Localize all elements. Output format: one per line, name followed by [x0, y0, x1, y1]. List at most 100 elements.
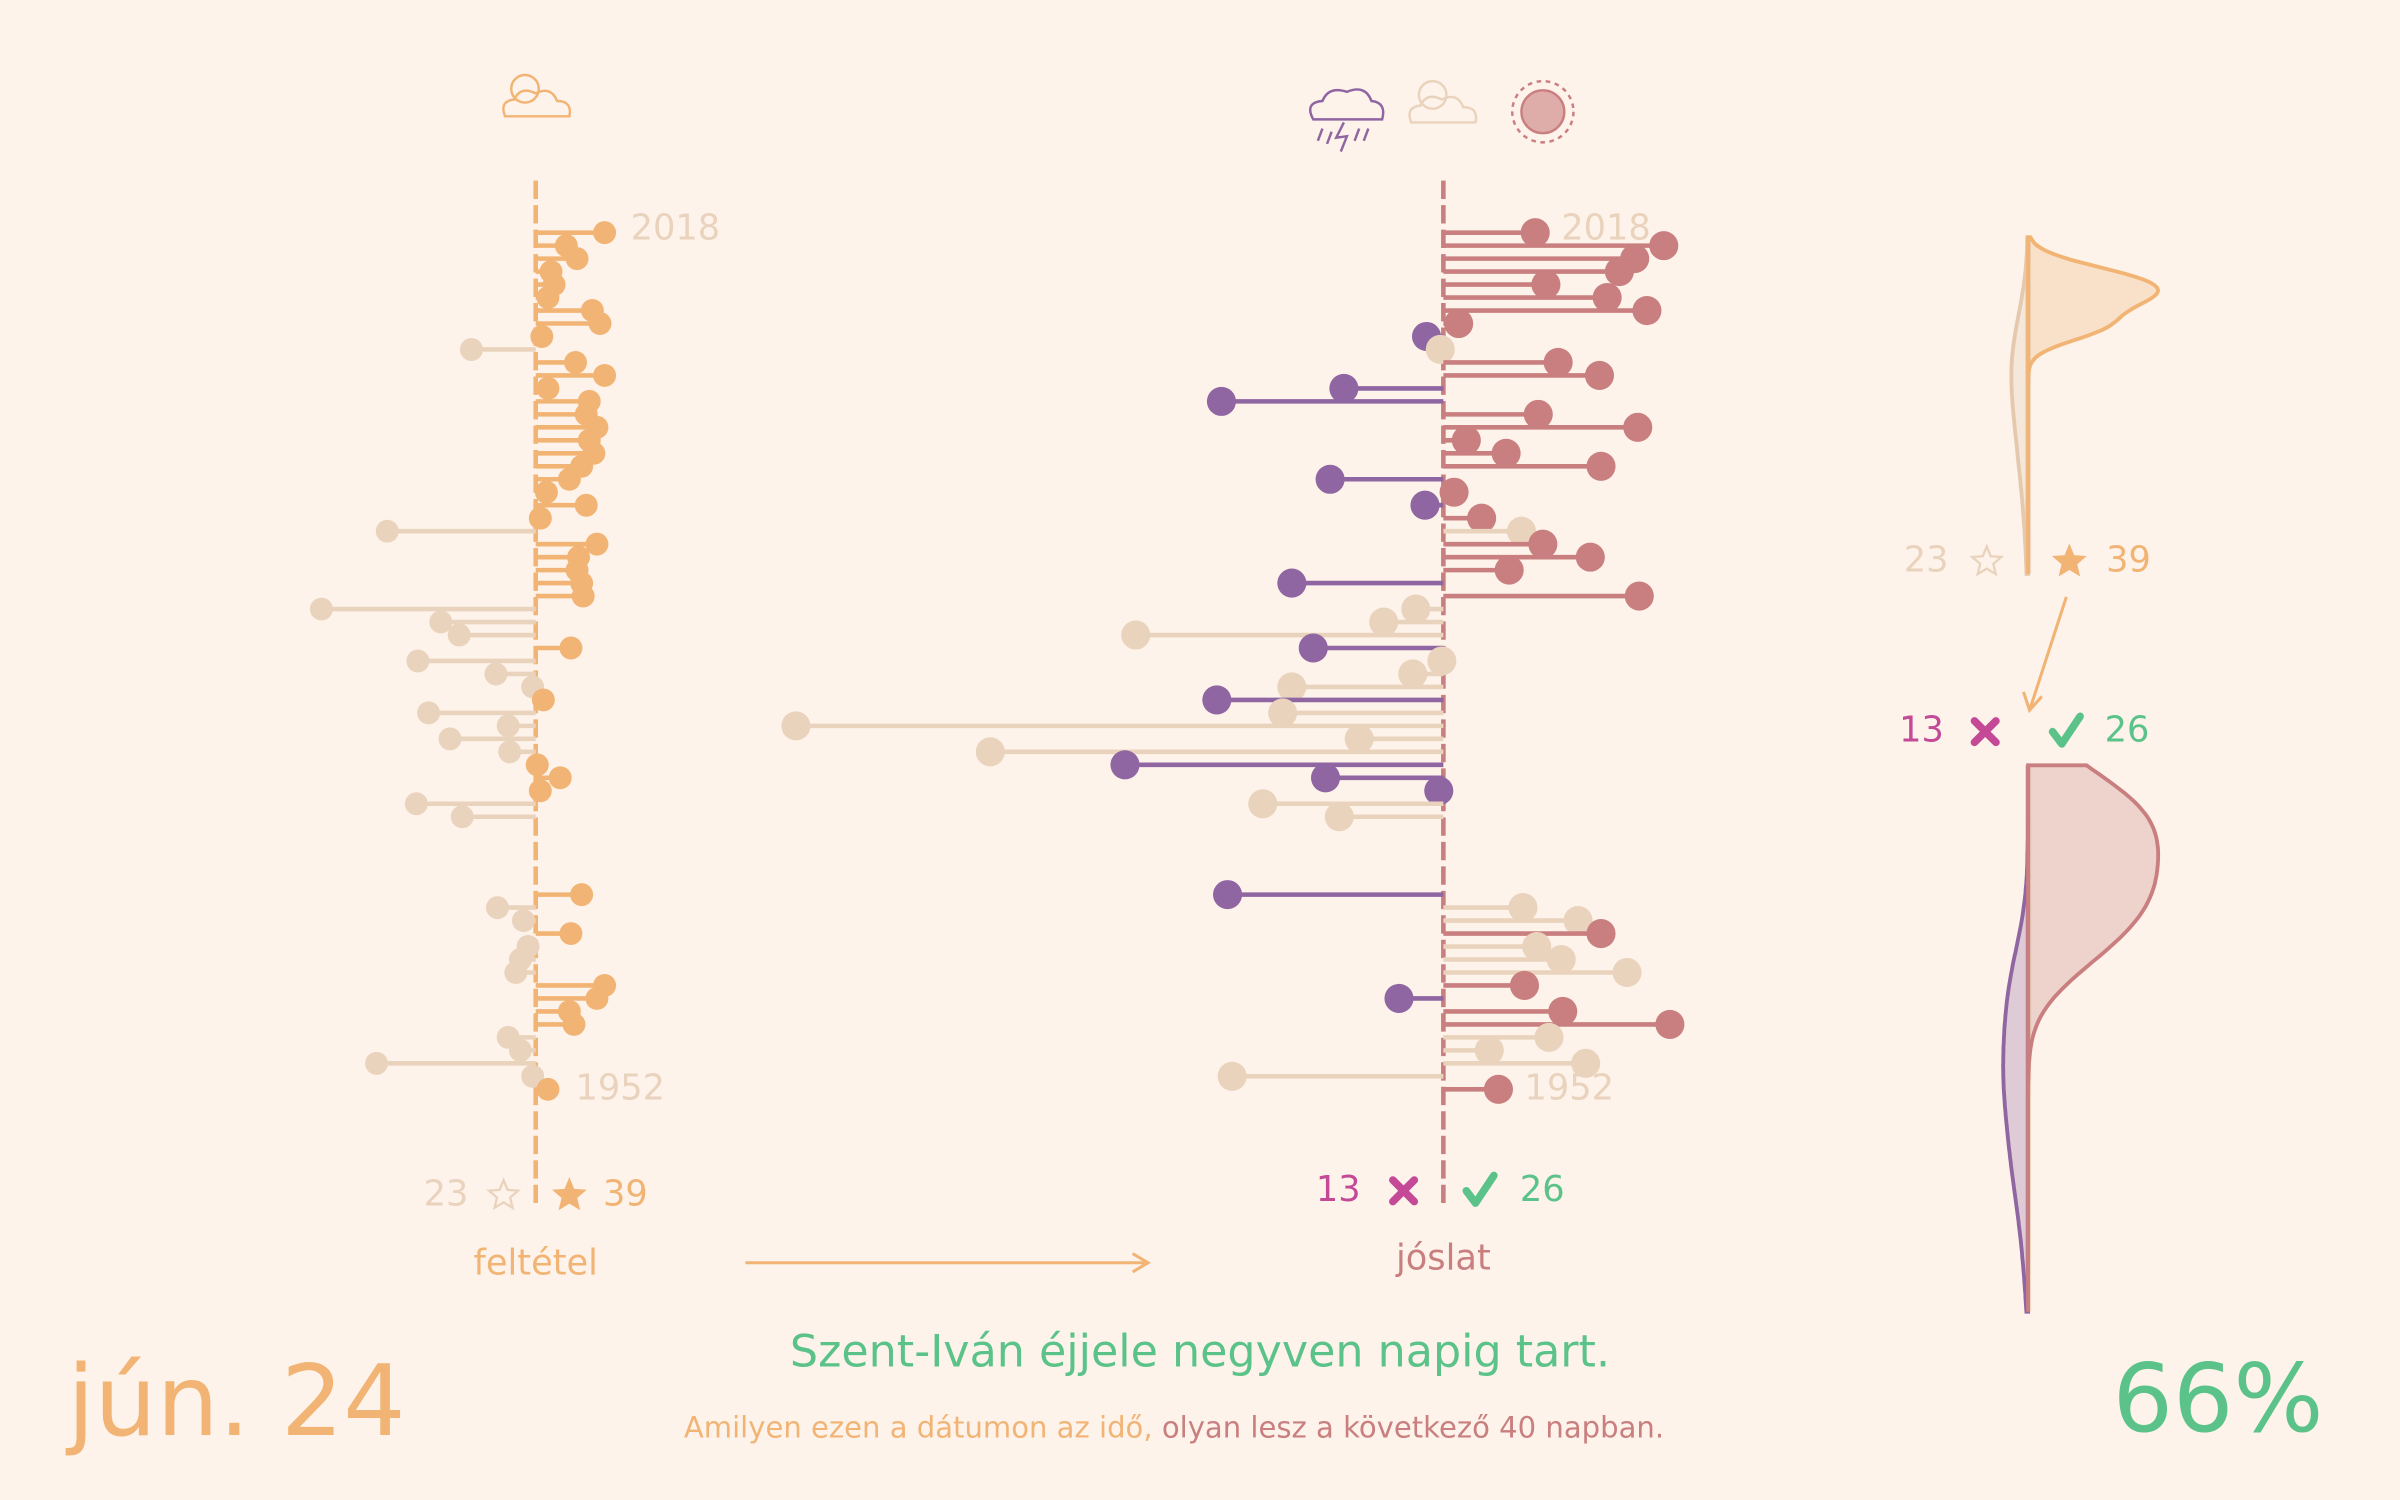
- dot: [1523, 399, 1553, 429]
- dot: [511, 909, 535, 933]
- dot: [1483, 1074, 1514, 1104]
- dot: [1571, 1048, 1601, 1078]
- dot: [1329, 373, 1359, 403]
- check-icon: [1462, 1171, 1498, 1207]
- dot: [1425, 334, 1455, 365]
- dot: [1543, 347, 1573, 377]
- dot: [1575, 542, 1605, 572]
- dot: [528, 506, 552, 530]
- dot: [521, 1064, 545, 1088]
- dot: [1624, 581, 1654, 611]
- dot: [1592, 283, 1622, 313]
- count-met: 39: [2106, 540, 2151, 581]
- subtitle: Amilyen ezen a dátumon az idő, olyan les…: [684, 1411, 1664, 1445]
- dot: [1586, 451, 1616, 481]
- dot: [1584, 360, 1615, 390]
- dot: [1410, 490, 1440, 520]
- count-met: 39: [603, 1173, 648, 1214]
- dot: [585, 986, 609, 1010]
- dot: [559, 922, 583, 946]
- dot: [1494, 555, 1524, 585]
- dot: [1467, 503, 1497, 533]
- dot: [1612, 957, 1642, 988]
- dot: [588, 312, 612, 335]
- dot: [536, 286, 560, 310]
- dot: [1474, 1035, 1504, 1065]
- dot: [1401, 594, 1431, 624]
- dot: [1491, 438, 1521, 468]
- axis-label: jóslat: [1395, 1238, 1491, 1279]
- dot: [536, 1077, 560, 1101]
- dot: [498, 740, 522, 764]
- dot: [1546, 944, 1576, 975]
- dot: [528, 779, 552, 803]
- icon-partly-cloudy: [502, 73, 572, 118]
- dot: [1655, 1009, 1685, 1039]
- axis-label: feltétel: [473, 1242, 597, 1283]
- dot: [485, 896, 509, 920]
- dot: [504, 961, 528, 984]
- dot: [406, 649, 430, 673]
- dot: [1632, 295, 1662, 326]
- dot: [1508, 893, 1538, 923]
- icon-storm: [1309, 88, 1385, 152]
- date: jún. 24: [65, 1345, 405, 1459]
- density: [2026, 235, 2161, 574]
- axis-end-label: 2018: [1561, 208, 1651, 249]
- dot: [1324, 802, 1354, 832]
- dot: [1528, 529, 1558, 559]
- dot: [593, 363, 617, 387]
- density: [2026, 763, 2161, 1312]
- icon-sun: [1511, 79, 1575, 144]
- star-icon: [552, 1177, 587, 1211]
- dot: [1202, 685, 1232, 715]
- dot: [459, 337, 483, 361]
- dot: [557, 467, 581, 491]
- dot: [1439, 477, 1469, 507]
- dot: [531, 688, 555, 712]
- dot: [1424, 776, 1454, 806]
- dot: [1310, 763, 1341, 793]
- dot: [525, 753, 549, 777]
- cross-icon: [1970, 717, 2000, 747]
- dot: [562, 1012, 586, 1036]
- title: Szent-Iván éjjele negyven napig tart.: [790, 1327, 1610, 1378]
- icon-partly-cloudy: [1408, 79, 1478, 124]
- dot: [1534, 1022, 1564, 1052]
- star-icon: [2052, 543, 2087, 577]
- dot: [429, 610, 453, 634]
- dot: [309, 597, 333, 621]
- dot: [1268, 698, 1298, 728]
- dot: [1248, 789, 1278, 819]
- dot: [1369, 607, 1399, 637]
- dot: [530, 325, 554, 348]
- star-icon: [486, 1177, 521, 1211]
- dot: [1315, 464, 1345, 494]
- dot: [548, 766, 572, 790]
- dot: [417, 701, 441, 725]
- dot: [570, 883, 594, 907]
- dot: [1277, 672, 1307, 702]
- dot: [1384, 983, 1414, 1013]
- dot: [1623, 412, 1653, 442]
- dot: [536, 376, 560, 400]
- dot: [1217, 1061, 1247, 1091]
- density: [2009, 235, 2030, 576]
- dot: [1344, 724, 1374, 754]
- subtitle-part: olyan lesz a következő 40 napban.: [1162, 1411, 1664, 1445]
- dot: [975, 737, 1005, 767]
- dot: [1121, 620, 1151, 650]
- dot: [508, 1038, 532, 1062]
- count-wrong: 13: [1316, 1169, 1361, 1210]
- dot: [1506, 516, 1536, 546]
- dot: [1604, 257, 1634, 287]
- star-icon: [1969, 543, 2005, 577]
- axis-end-label: 2018: [631, 208, 721, 249]
- dot: [484, 662, 508, 686]
- dot: [404, 792, 428, 816]
- dot: [574, 493, 598, 517]
- dot: [1213, 880, 1243, 910]
- dot: [365, 1051, 389, 1075]
